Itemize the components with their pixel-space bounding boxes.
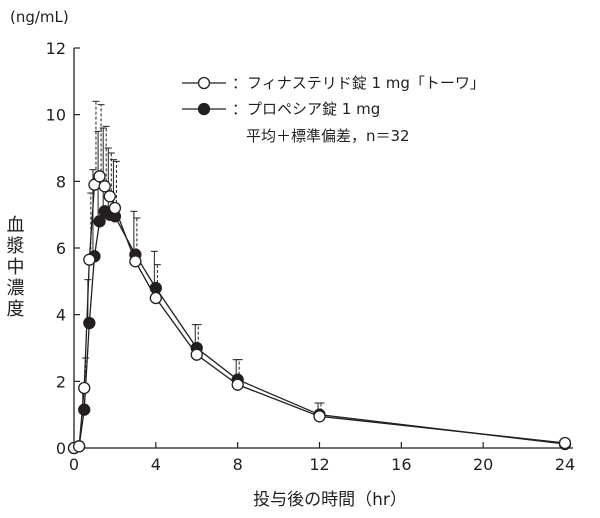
data-point-finasteride xyxy=(558,436,572,450)
data-point-propecia xyxy=(78,403,91,416)
legend-marker-propecia xyxy=(197,102,211,116)
y-axis-label: 血漿中濃度 xyxy=(4,215,25,320)
legend-marker-finasteride xyxy=(197,76,211,90)
data-point-finasteride xyxy=(108,201,122,215)
error-bars xyxy=(79,100,325,417)
y-tick-label: 12 xyxy=(46,39,66,58)
data-markers xyxy=(67,170,572,455)
series-line-finasteride xyxy=(73,175,566,449)
y-tick-label: 0 xyxy=(56,439,66,458)
y-tick-label: 6 xyxy=(56,239,66,258)
data-point-finasteride xyxy=(149,291,162,305)
legend-label-finasteride: ：フィナステリド錠 1 mg「トーワ」 xyxy=(232,74,485,92)
data-point-finasteride xyxy=(313,410,326,423)
y-tick-label: 4 xyxy=(56,306,66,325)
data-point-finasteride xyxy=(93,170,106,183)
x-tick-label: 12 xyxy=(309,455,329,474)
y-unit-label: (ng/mL) xyxy=(10,8,69,26)
data-point-finasteride xyxy=(190,348,203,361)
data-point-finasteride xyxy=(98,180,111,193)
data-point-finasteride xyxy=(231,378,244,391)
x-tick-label: 24 xyxy=(555,455,575,474)
data-point-finasteride xyxy=(83,253,96,266)
data-point-finasteride xyxy=(72,440,86,453)
data-point-propecia xyxy=(93,215,106,228)
legend-note: 平均＋標準偏差，n＝32 xyxy=(246,127,410,145)
x-tick-label: 4 xyxy=(151,455,161,474)
y-tick-label: 10 xyxy=(46,106,66,125)
x-tick-label: 16 xyxy=(391,455,411,474)
legend-label-propecia: ：プロペシア錠 1 mg xyxy=(232,100,380,118)
x-tick-label: 20 xyxy=(473,455,493,474)
y-tick-label: 2 xyxy=(56,372,66,391)
data-point-finasteride xyxy=(103,190,116,203)
y-tick-label: 8 xyxy=(56,172,66,191)
data-point-finasteride xyxy=(129,255,142,268)
data-point-finasteride xyxy=(78,381,91,395)
series-lines xyxy=(73,175,566,449)
legend: ：フィナステリド錠 1 mg「トーワ」 ：プロペシア錠 1 mg 平均＋標準偏差… xyxy=(182,74,485,145)
x-axis-label: 投与後の時間（hr） xyxy=(253,490,407,510)
x-tick-label: 8 xyxy=(233,455,243,474)
data-point-propecia xyxy=(83,316,96,330)
x-tick-label: 0 xyxy=(69,455,79,474)
